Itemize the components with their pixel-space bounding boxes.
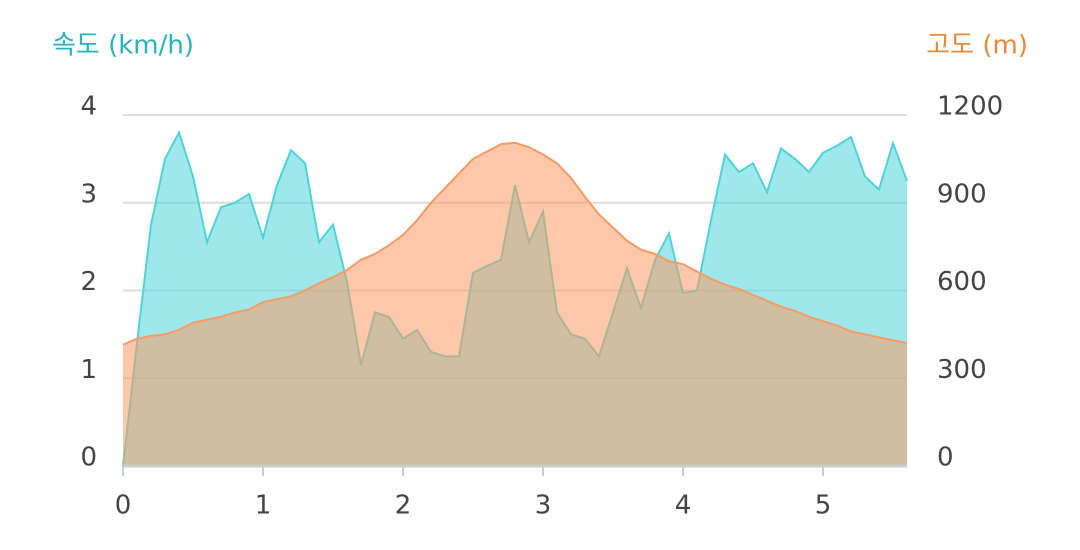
y2-tick-label: 900 — [937, 179, 987, 209]
x-tick-label: 3 — [535, 491, 552, 521]
x-tick-label: 5 — [815, 491, 832, 521]
y2-tick-label: 300 — [937, 355, 987, 385]
area-line — [122, 141, 908, 346]
y-tick-label: 0 — [80, 443, 97, 473]
x-tick-label: 0 — [115, 491, 132, 521]
y-tick-label: 2 — [80, 267, 97, 297]
y-axis-title: 속도 (km/h) — [52, 31, 194, 61]
y2-axis-title: 고도 (m) — [926, 31, 1028, 61]
y-tick-label: 3 — [80, 179, 97, 209]
x-tick-label: 1 — [255, 491, 272, 521]
x-tick-label: 2 — [395, 491, 412, 521]
y-tick-label: 4 — [80, 92, 97, 122]
x-tick-label: 4 — [675, 491, 692, 521]
y2-tick-label: 0 — [937, 443, 954, 473]
y2-tick-label: 1200 — [937, 92, 1003, 122]
y2-tick-label: 600 — [937, 267, 987, 297]
area — [123, 142, 907, 466]
y-tick-label: 1 — [80, 355, 97, 385]
